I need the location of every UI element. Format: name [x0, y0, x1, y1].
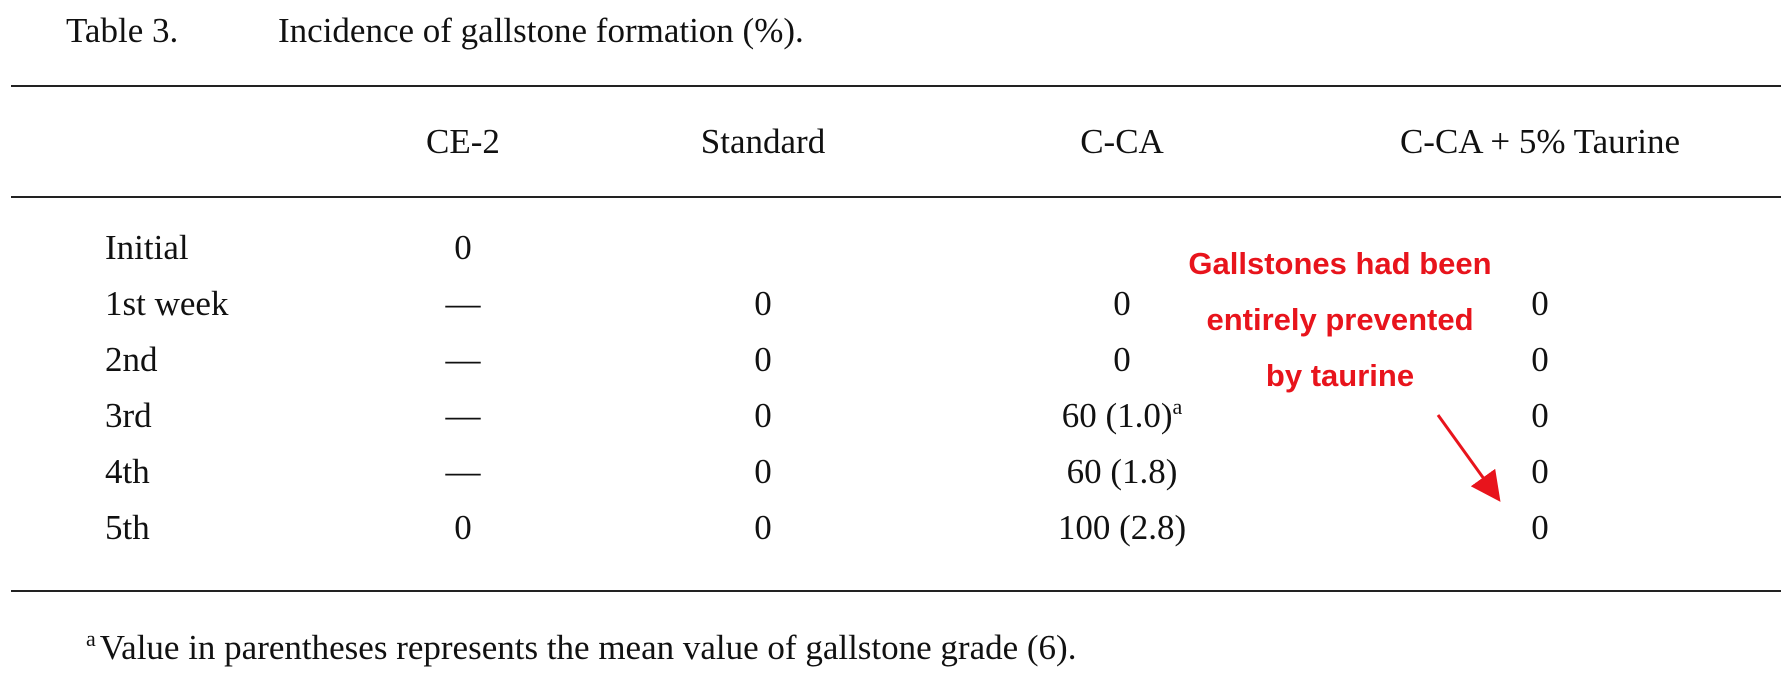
row-label: 1st week: [105, 284, 229, 323]
cell: 0: [1531, 396, 1549, 435]
cell: 0: [1531, 452, 1549, 491]
cell-text: 60 (1.0): [1062, 396, 1173, 435]
caption-title: Incidence of gallstone formation (%).: [278, 11, 804, 50]
caption-label: Table 3.: [66, 11, 178, 50]
cell: —: [445, 340, 482, 379]
row-label: 4th: [105, 452, 150, 491]
column-header: C-CA: [1080, 122, 1164, 161]
footnote-mark: a: [86, 626, 96, 651]
cell: —: [445, 284, 482, 323]
annotation-arrow: [1436, 414, 1501, 502]
row-label: 5th: [105, 508, 150, 547]
row-label: 3rd: [105, 396, 152, 435]
cell: 0: [754, 452, 772, 491]
cell: 0: [754, 284, 772, 323]
cell: 0: [754, 340, 772, 379]
column-header: C-CA + 5% Taurine: [1400, 122, 1680, 161]
column-header: CE-2: [426, 122, 500, 161]
annotation-line: by taurine: [1266, 358, 1414, 393]
annotation-line: Gallstones had been: [1188, 246, 1491, 281]
cell: 60 (1.8): [1067, 452, 1178, 491]
cell: 0: [754, 396, 772, 435]
row-label: 2nd: [105, 340, 158, 379]
cell: 60 (1.0)a: [1062, 394, 1183, 435]
cell: 0: [1531, 508, 1549, 547]
annotation-line: entirely prevented: [1206, 302, 1473, 337]
cell: 0: [754, 508, 772, 547]
cell: 100 (2.8): [1058, 508, 1186, 547]
column-header: Standard: [701, 122, 826, 161]
row-label: Initial: [105, 228, 189, 267]
footnote-text: Value in parentheses represents the mean…: [100, 628, 1077, 667]
cell: —: [445, 452, 482, 491]
cell: 0: [1531, 284, 1549, 323]
cell: —: [445, 396, 482, 435]
cell: 0: [1531, 340, 1549, 379]
cell: 0: [1113, 284, 1131, 323]
footnote: a Value in parentheses represents the mea…: [86, 626, 1076, 667]
cell: 0: [1113, 340, 1131, 379]
cell: 0: [454, 508, 472, 547]
cell: 0: [454, 228, 472, 267]
cell-note-mark: a: [1173, 394, 1183, 419]
